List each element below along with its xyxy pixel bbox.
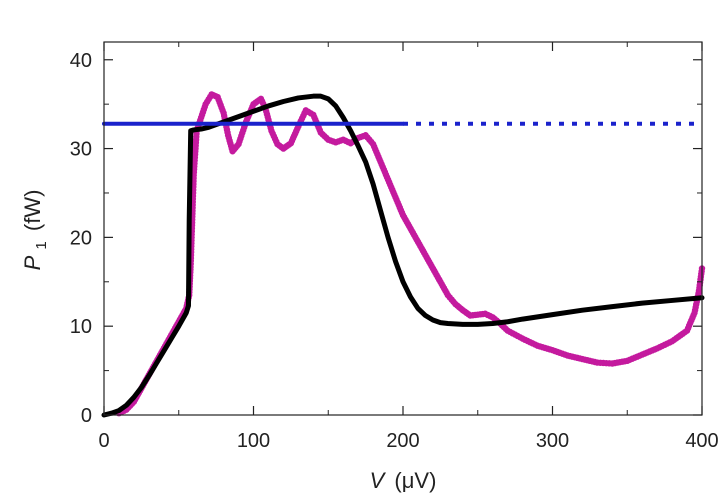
x-tick-label: 300 <box>536 430 569 452</box>
x-tick-label: 100 <box>237 430 270 452</box>
y-tick-label: 40 <box>70 50 92 72</box>
x-axis-label: V (μV) <box>370 468 437 493</box>
y-tick-label: 0 <box>81 405 92 427</box>
y-tick-label: 30 <box>70 139 92 161</box>
x-axis-unit: (μV) <box>394 468 436 493</box>
y-tick-label: 10 <box>70 316 92 338</box>
x-tick-label: 400 <box>685 430 718 452</box>
x-tick-label: 200 <box>386 430 419 452</box>
plot-series-layer <box>101 91 706 418</box>
y-axis-subscript: 1 <box>33 241 50 249</box>
tick-layer: 0 100 200 300 400 0 10 20 30 40 <box>70 42 719 452</box>
y-axis-unit: (fW) <box>20 190 45 232</box>
x-tick-label: 0 <box>98 430 109 452</box>
x-axis-variable: V <box>370 468 387 493</box>
model-line <box>101 93 705 418</box>
dots-series <box>115 91 706 417</box>
y-tick-label: 20 <box>70 227 92 249</box>
y-axis-variable: P <box>20 255 45 270</box>
y-axis-label: P 1 (fW) <box>20 190 51 271</box>
